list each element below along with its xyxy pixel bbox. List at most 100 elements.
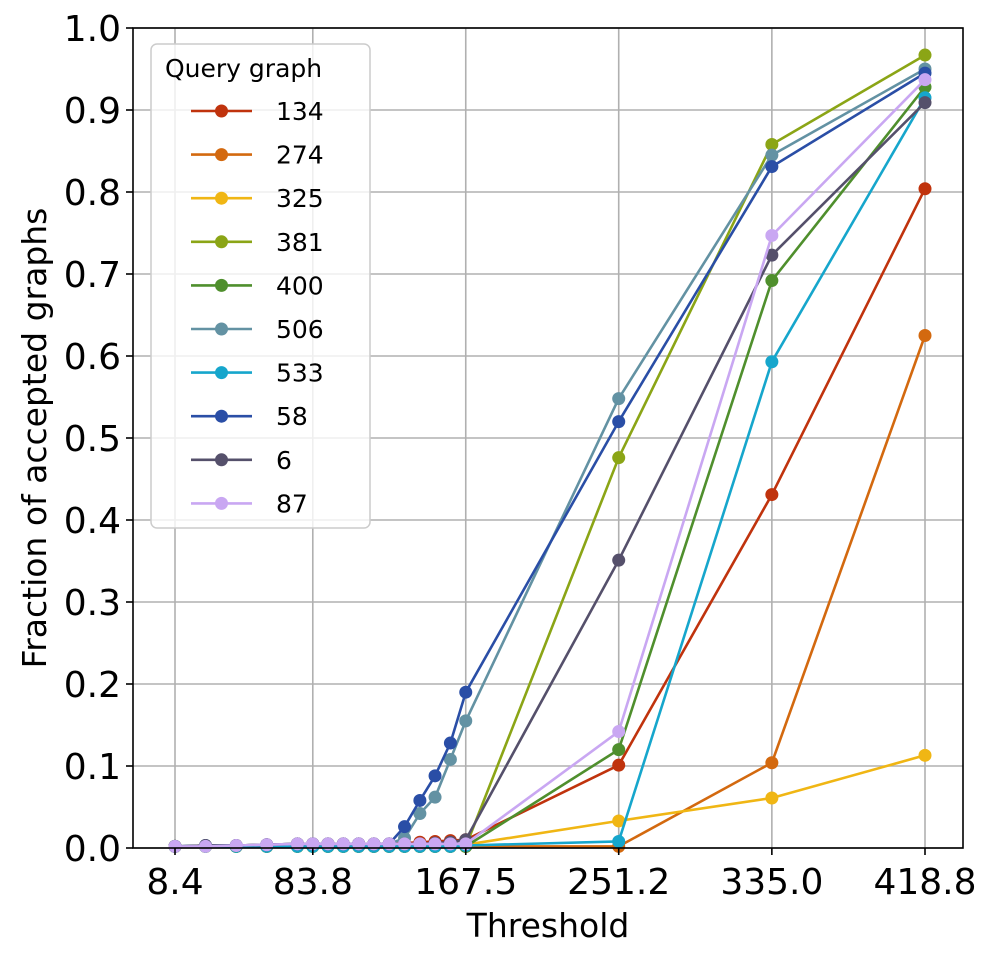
legend-items: 134 274 325 381 400 506 533 58 6 87 [191, 97, 324, 518]
data-point [443, 752, 457, 766]
data-point [765, 274, 779, 288]
legend-item-506: 506 [191, 315, 324, 344]
y-tick-label: 0.3 [64, 583, 121, 624]
data-point [382, 837, 396, 851]
legend-box [150, 43, 371, 529]
legend-title: Query graph [165, 54, 322, 83]
y-tick-label: 0.1 [64, 747, 121, 788]
legend-item-325: 325 [191, 184, 324, 213]
legend-label: 274 [276, 141, 324, 170]
legend-item-274: 274 [191, 141, 324, 170]
legend-marker [215, 496, 228, 510]
data-point [428, 769, 442, 783]
data-point [443, 837, 457, 851]
y-tick-label: 0.8 [64, 173, 121, 214]
legend-item-533: 533 [191, 359, 324, 388]
data-point [413, 793, 427, 807]
y-tick-label: 1.0 [64, 9, 121, 50]
data-point [765, 137, 779, 151]
legend-marker [215, 104, 228, 118]
legend-label: 6 [276, 446, 292, 475]
data-point [443, 736, 457, 750]
legend-marker [215, 191, 228, 205]
data-point [290, 837, 304, 851]
data-point [459, 837, 473, 851]
legend-label: 134 [276, 97, 324, 126]
legend-label: 400 [276, 271, 324, 300]
data-point [918, 748, 932, 762]
data-point [413, 837, 427, 851]
legend-label: 381 [276, 228, 324, 257]
data-point [765, 148, 779, 162]
legend: Query graph 134 274 325 381 400 506 533 58 6 87 [150, 43, 371, 529]
legend-label: 533 [276, 359, 324, 388]
x-tick-label: 335.0 [720, 862, 823, 903]
tick-labels: 8.4 83.8 167.5 251.2 335.0 418.8 0.0 0.1 0.2 0.3 0… [64, 9, 977, 903]
legend-marker [215, 366, 228, 380]
legend-marker [215, 322, 228, 336]
data-point [918, 96, 932, 110]
data-point [918, 329, 932, 342]
data-point [765, 228, 779, 242]
data-point [168, 839, 182, 853]
data-point [260, 838, 274, 852]
legend-item-134: 134 [191, 97, 324, 126]
data-point [612, 392, 626, 406]
data-point [336, 837, 350, 851]
legend-marker [215, 148, 228, 162]
data-point [612, 725, 626, 739]
data-point [459, 714, 473, 728]
data-point [321, 837, 335, 851]
data-point [765, 756, 779, 770]
data-point [398, 820, 412, 834]
legend-label: 506 [276, 315, 324, 344]
x-tick-label: 8.4 [146, 862, 203, 903]
legend-label: 87 [276, 489, 308, 518]
data-point [918, 182, 932, 196]
data-point [367, 837, 381, 851]
data-point [612, 834, 626, 848]
data-point [918, 73, 932, 87]
data-point [918, 48, 932, 62]
legend-item-381: 381 [191, 228, 324, 257]
y-tick-label: 0.6 [64, 337, 121, 378]
data-point [199, 839, 213, 853]
data-point [352, 837, 366, 851]
legend-item-87: 87 [191, 489, 308, 518]
data-point [428, 790, 442, 804]
data-point [765, 791, 779, 805]
data-point [459, 685, 473, 699]
y-tick-label: 0.9 [64, 91, 121, 132]
data-point [765, 160, 779, 174]
y-tick-label: 0.4 [64, 501, 121, 542]
data-point [612, 743, 626, 757]
data-point [398, 837, 412, 851]
data-point [765, 488, 779, 502]
legend-item-6: 6 [191, 446, 292, 475]
legend-marker [215, 235, 228, 249]
legend-marker [215, 409, 228, 423]
x-tick-label: 418.8 [873, 862, 976, 903]
legend-item-58: 58 [191, 402, 308, 431]
legend-item-400: 400 [191, 271, 324, 300]
y-tick-label: 0.5 [64, 419, 121, 460]
legend-marker [215, 453, 228, 467]
data-point [612, 814, 626, 828]
y-tick-label: 0.0 [64, 829, 121, 870]
data-point [612, 758, 626, 772]
data-point [306, 837, 320, 851]
data-point [612, 553, 626, 567]
legend-marker [215, 278, 228, 292]
data-point [612, 415, 626, 429]
x-tick-label: 167.5 [414, 862, 517, 903]
legend-label: 325 [276, 184, 324, 213]
data-point [229, 839, 243, 853]
data-point [765, 248, 779, 262]
x-tick-label: 83.8 [273, 862, 353, 903]
data-point [413, 807, 427, 821]
x-tick-label: 251.2 [567, 862, 670, 903]
data-point [765, 355, 779, 369]
